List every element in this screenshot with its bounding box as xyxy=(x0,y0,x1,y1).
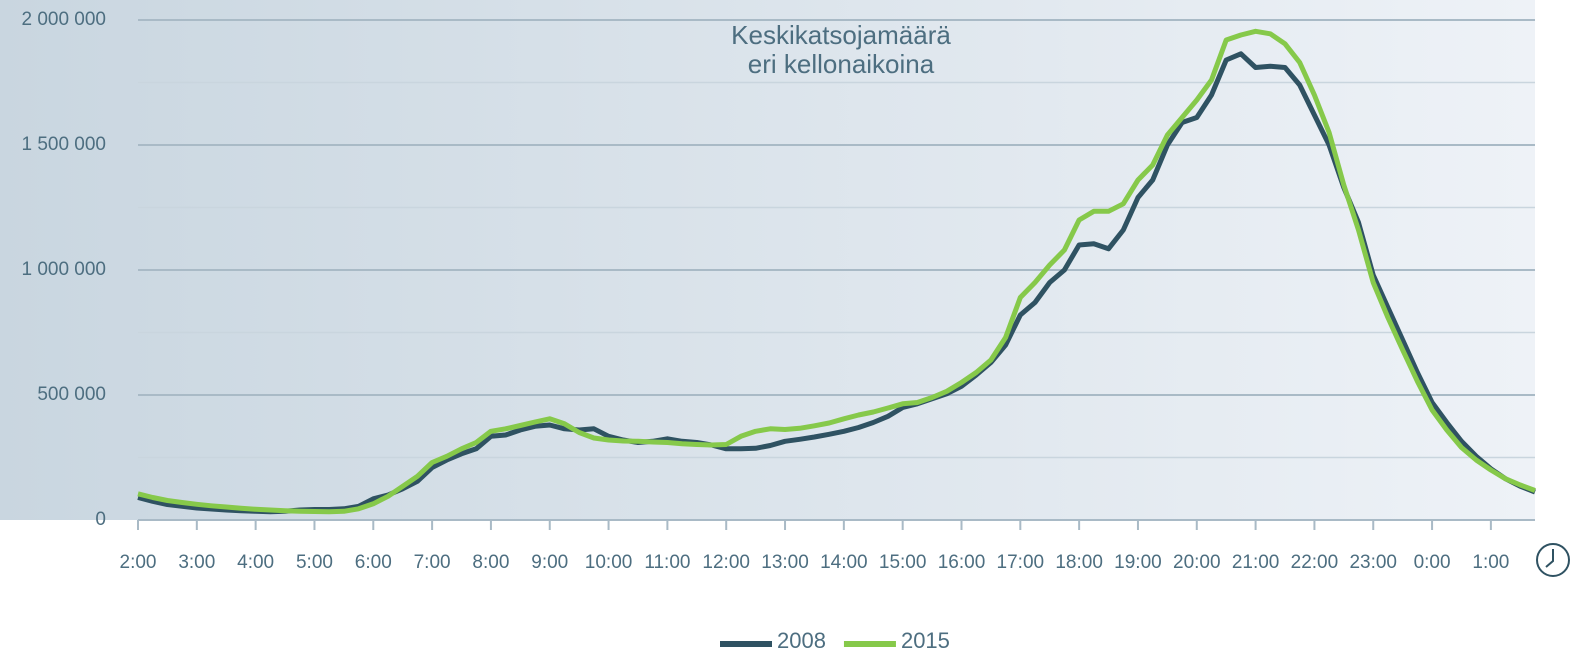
y-tick-label: 500 000 xyxy=(37,384,106,405)
legend-label: 2008 xyxy=(777,628,826,653)
x-tick-label: 2:00 xyxy=(120,552,157,573)
x-tick-label: 10:00 xyxy=(585,552,633,573)
x-tick-label: 8:00 xyxy=(472,552,509,573)
x-tick-label: 21:00 xyxy=(1232,552,1280,573)
x-tick-label: 11:00 xyxy=(644,552,690,573)
series-line xyxy=(137,51,1536,515)
series-line xyxy=(137,28,1536,515)
x-tick-label: 16:00 xyxy=(938,552,986,573)
x-tick-label: 12:00 xyxy=(702,552,750,573)
x-tick-label: 17:00 xyxy=(997,552,1045,573)
x-tick-label: 7:00 xyxy=(414,552,451,573)
y-tick-label: 0 xyxy=(95,509,106,530)
clock-icon xyxy=(1536,543,1570,577)
x-tick-label: 18:00 xyxy=(1055,552,1103,573)
x-tick-label: 9:00 xyxy=(531,552,568,573)
x-tick-label: 3:00 xyxy=(178,552,215,573)
x-tick-label: 6:00 xyxy=(355,552,392,573)
plot-background xyxy=(0,0,1535,520)
x-tick-label: 20:00 xyxy=(1173,552,1221,573)
x-tick-label: 19:00 xyxy=(1114,552,1162,573)
x-tick-label: 5:00 xyxy=(296,552,333,573)
x-tick-label: 15:00 xyxy=(879,552,927,573)
legend-label: 2015 xyxy=(901,628,950,653)
x-tick-label: 4:00 xyxy=(237,552,274,573)
x-tick-label: 0:00 xyxy=(1414,552,1451,573)
x-tick-label: 23:00 xyxy=(1349,552,1397,573)
chart-title: Keskikatsojamäärä xyxy=(731,20,951,50)
y-tick-label: 1 000 000 xyxy=(21,259,106,280)
x-tick-label: 22:00 xyxy=(1291,552,1339,573)
x-tick-label: 13:00 xyxy=(761,552,809,573)
x-tick-label: 1:00 xyxy=(1472,552,1509,573)
y-tick-label: 2 000 000 xyxy=(21,9,106,30)
y-tick-label: 1 500 000 xyxy=(21,134,106,155)
chart-title: eri kellonaikoina xyxy=(748,49,935,79)
x-tick-label: 14:00 xyxy=(820,552,868,573)
